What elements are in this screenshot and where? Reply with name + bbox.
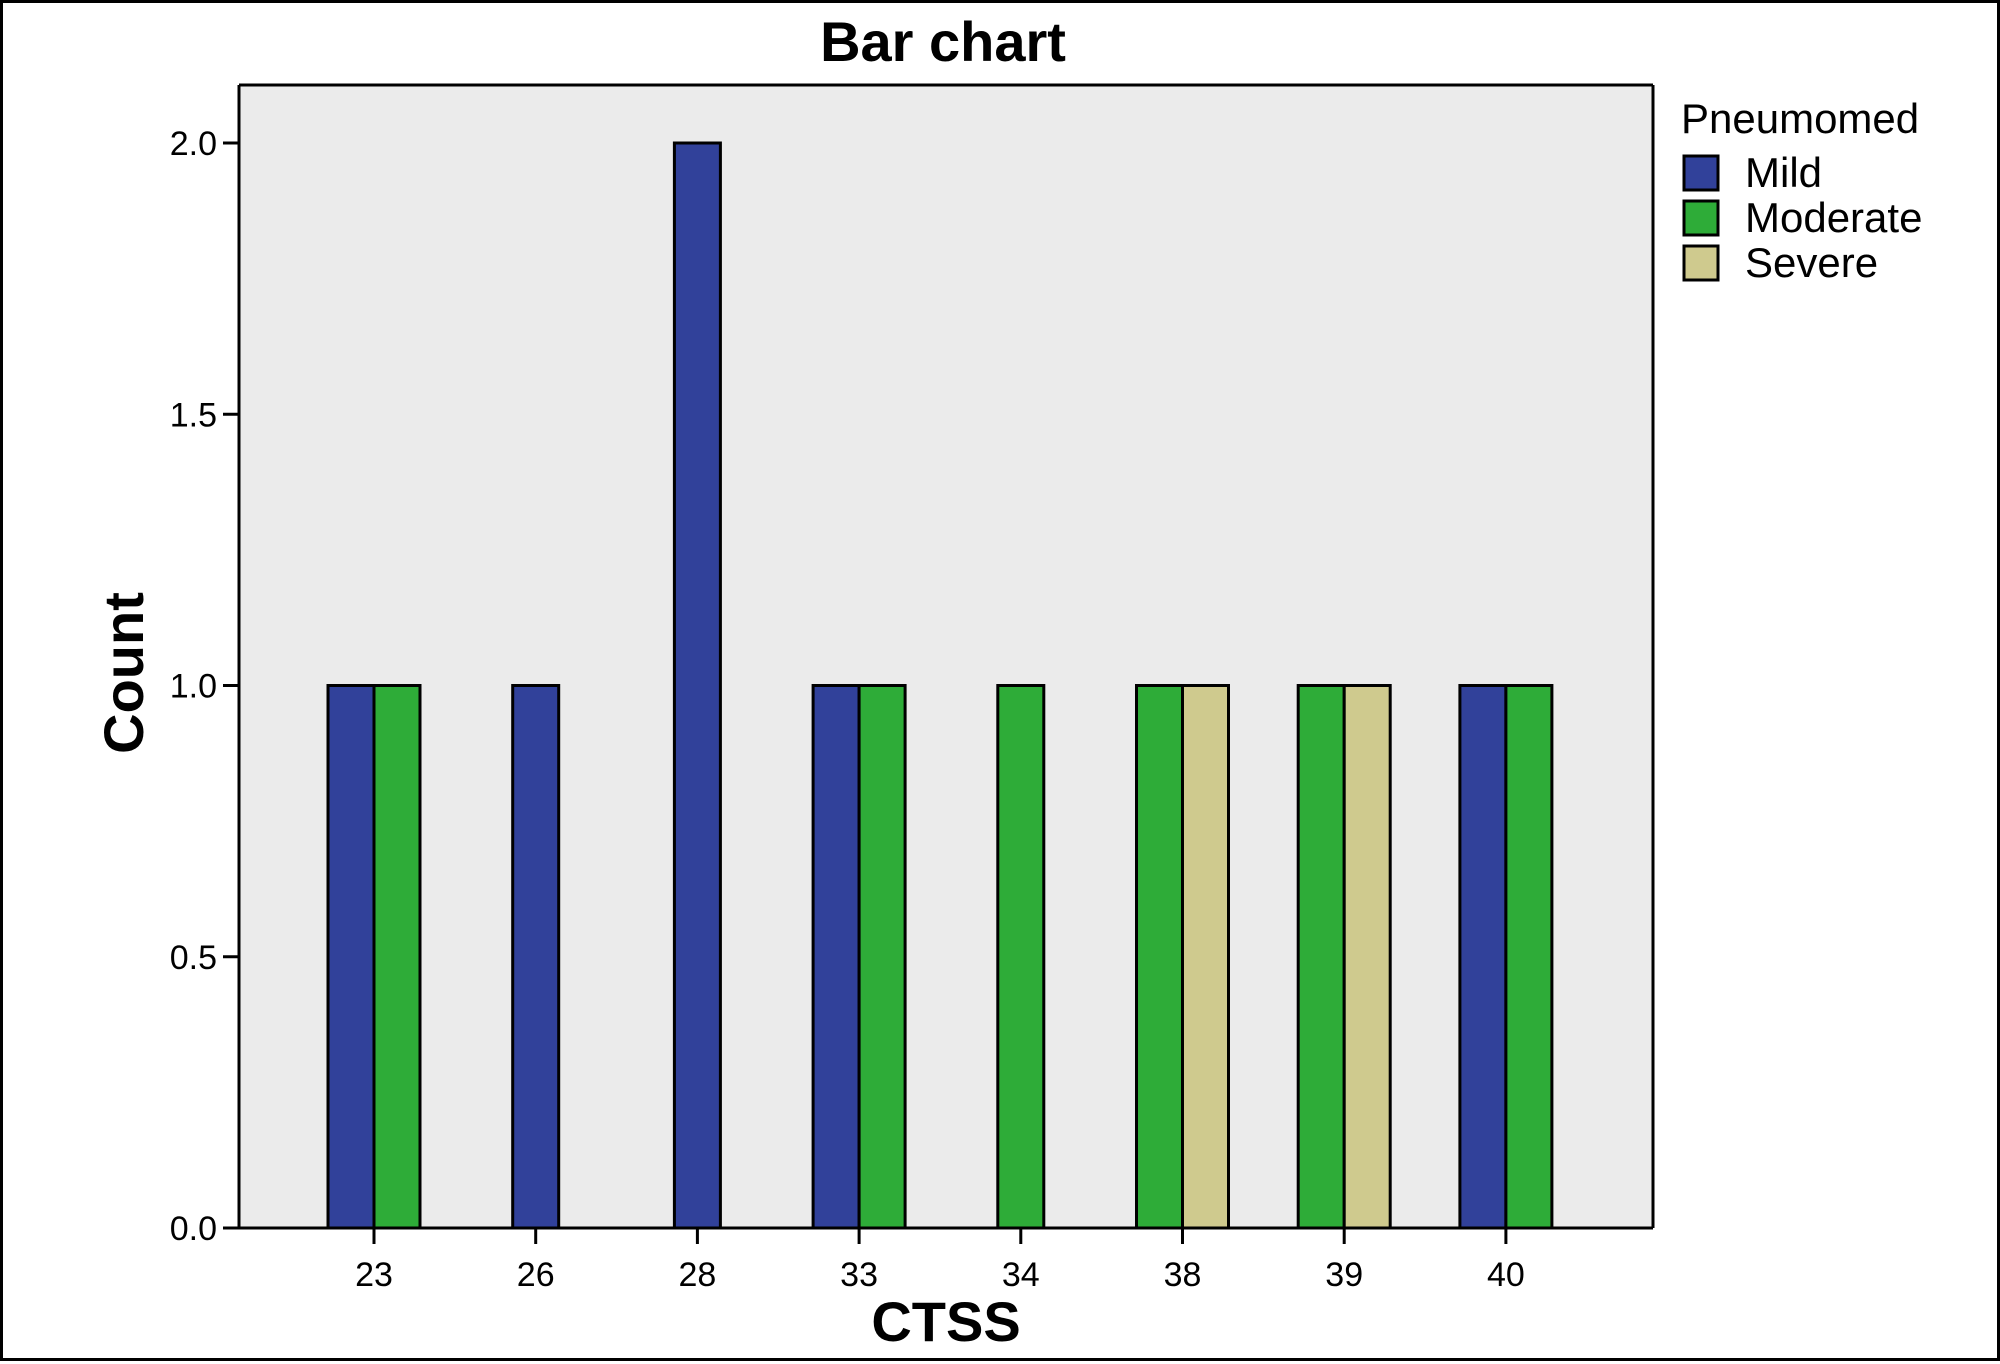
x-tick-label: 33 [840, 1256, 878, 1294]
legend-label-mild: Mild [1745, 149, 1822, 196]
plot-area [239, 85, 1653, 1228]
legend-title: Pneumomed [1681, 95, 1919, 142]
chart-title: Bar chart [820, 10, 1066, 73]
x-tick-label: 28 [678, 1256, 716, 1294]
y-axis-title: Count [92, 592, 155, 754]
bars-group [326, 141, 1554, 1230]
y-tick-label: 1.0 [170, 668, 217, 706]
x-tick-label: 38 [1164, 1256, 1202, 1294]
bar-moderate-33 [857, 684, 907, 1230]
y-tick-label: 0.0 [170, 1210, 217, 1248]
x-ticks-group: 23 26 28 33 34 38 39 40 [355, 1228, 1525, 1294]
bar-severe-38 [1181, 684, 1230, 1230]
bar-moderate-23 [372, 684, 422, 1230]
x-tick-label: 34 [1002, 1256, 1040, 1294]
bar-moderate-40 [1504, 684, 1554, 1230]
legend-label-moderate: Moderate [1745, 194, 1922, 241]
bar-moderate-38 [1135, 684, 1184, 1230]
x-tick-label: 39 [1325, 1256, 1363, 1294]
x-tick-label: 26 [517, 1256, 555, 1294]
bar-mild-33 [811, 684, 861, 1230]
legend-label-severe: Severe [1745, 239, 1878, 286]
x-tick-label: 40 [1487, 1256, 1525, 1294]
bar-severe-39 [1342, 684, 1392, 1230]
x-tick-label: 23 [355, 1256, 393, 1294]
legend-swatch-mild [1682, 154, 1720, 192]
y-tick-label: 2.0 [170, 125, 217, 163]
y-tick-label: 1.5 [170, 396, 217, 434]
y-ticks-group: 0.0 0.5 1.0 1.5 2.0 [170, 125, 239, 1248]
legend-swatch-severe [1682, 244, 1720, 282]
legend-swatch-moderate [1682, 199, 1720, 237]
x-axis-title: CTSS [871, 1290, 1020, 1353]
bar-moderate-39 [1296, 684, 1346, 1230]
bar-chart: Bar chart 0.0 0.5 1.0 1.5 2.0 23 26 28 33 34 38 39… [92, 10, 1922, 1353]
bar-mild-28 [672, 141, 722, 1230]
bar-mild-23 [326, 684, 376, 1230]
bar-mild-26 [511, 684, 561, 1230]
bar-moderate-34 [996, 684, 1046, 1230]
bar-mild-40 [1458, 684, 1508, 1230]
y-tick-label: 0.5 [170, 939, 217, 977]
